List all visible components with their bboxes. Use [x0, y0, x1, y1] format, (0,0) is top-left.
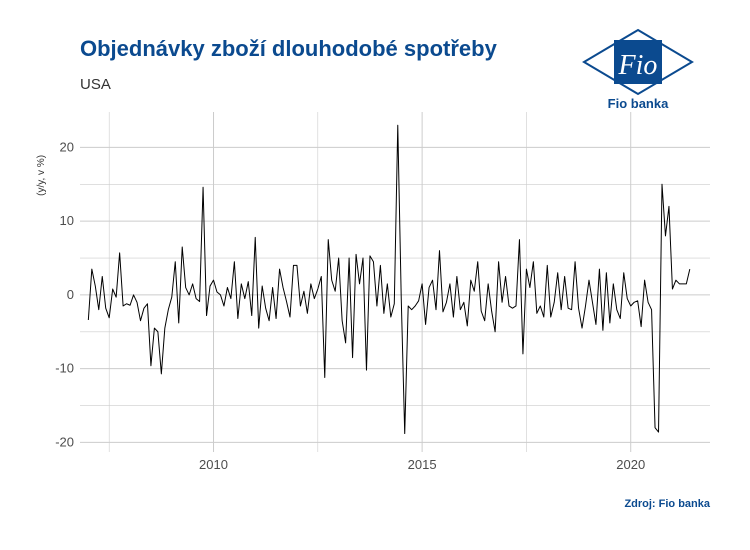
chart-subtitle: USA [80, 76, 111, 93]
y-tick-label: 0 [67, 287, 74, 302]
y-tick-label: -10 [55, 361, 74, 376]
fio-logo-icon: Fio [582, 28, 694, 96]
series-line [87, 124, 691, 435]
y-tick-label: 10 [60, 213, 74, 228]
fio-banka-logo: Fio Fio banka [580, 26, 696, 116]
y-tick-label: -20 [55, 434, 74, 449]
logo-brand-text: Fio banka [607, 96, 669, 111]
logo-mark-text: Fio [618, 50, 658, 81]
y-tick-label: 20 [60, 139, 74, 154]
x-tick-label: 2015 [408, 457, 437, 472]
series-group [87, 124, 691, 435]
y-axis-ticks: -20 -10 0 10 20 [55, 139, 74, 449]
x-tick-label: 2020 [616, 457, 645, 472]
source-note: Zdroj: Fio banka [624, 498, 710, 510]
x-tick-label: 2010 [199, 457, 228, 472]
x-axis-ticks: 2010 2015 2020 [199, 457, 645, 472]
y-axis-label: (y/y, v %) [36, 155, 47, 196]
chart-title: Objednávky zboží dlouhodobé spotřeby [80, 36, 497, 61]
